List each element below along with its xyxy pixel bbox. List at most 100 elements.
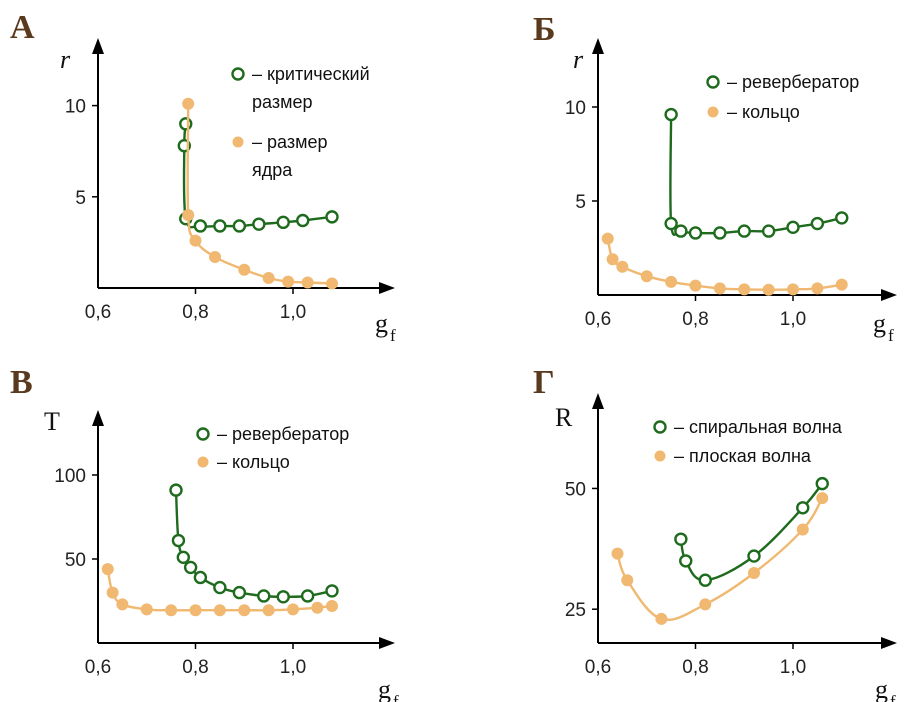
data-point xyxy=(276,590,290,604)
x-axis-label: g xyxy=(875,675,888,702)
data-point xyxy=(116,598,129,611)
data-point xyxy=(238,604,251,617)
data-point xyxy=(689,279,702,292)
legend-label: – плоская волна xyxy=(674,446,812,466)
data-point xyxy=(300,589,315,603)
panel-letter: А xyxy=(10,9,35,46)
data-point xyxy=(325,584,339,598)
data-point xyxy=(616,260,629,273)
chart-c: ВTg f 0,6 0,8 1,0 50 100 – ревербератор – кольцо xyxy=(10,364,399,702)
data-point xyxy=(213,580,227,595)
data-point xyxy=(747,549,761,563)
y-axis-arrow xyxy=(92,38,104,54)
x-tick-label: 0,6 xyxy=(585,309,611,330)
data-point xyxy=(611,547,624,560)
data-point xyxy=(252,217,266,231)
data-point xyxy=(796,501,810,515)
legend-label: – ревербератор xyxy=(727,72,859,92)
data-point xyxy=(737,224,751,238)
panel-letter: В xyxy=(10,364,33,401)
panel-letter: Б xyxy=(533,11,555,48)
data-point xyxy=(179,117,193,131)
data-point xyxy=(257,589,271,603)
data-point xyxy=(171,533,186,548)
data-point xyxy=(282,275,295,288)
y-tick-label: 25 xyxy=(565,600,586,621)
data-point xyxy=(189,604,202,617)
data-point xyxy=(238,263,251,276)
legend-label: – размер xyxy=(252,132,327,152)
data-point xyxy=(213,604,226,617)
data-point xyxy=(665,275,678,288)
data-point xyxy=(713,226,727,240)
x-axis-arrow xyxy=(881,637,897,649)
data-point xyxy=(674,532,688,546)
data-point xyxy=(140,603,153,616)
chart-a: Аr g f 0,6 0,8 1,0 5 10 – критический размер – раз… xyxy=(10,9,396,345)
legend-marker xyxy=(231,67,245,81)
legend-marker xyxy=(197,456,209,468)
y-axis-label: T xyxy=(44,407,60,436)
x-tick-label: 0,6 xyxy=(85,302,111,323)
x-axis-label: g xyxy=(378,675,391,702)
data-point xyxy=(699,598,712,611)
y-tick-label: 100 xyxy=(54,466,86,487)
data-point xyxy=(815,476,829,491)
legend-label: – спиральная волна xyxy=(674,417,843,437)
legend-label: – критический xyxy=(252,64,370,84)
y-axis-label: r xyxy=(60,45,71,74)
legend-marker xyxy=(653,420,667,434)
x-tick-label: 0,6 xyxy=(585,657,611,678)
y-tick-label: 10 xyxy=(65,97,86,118)
legend-label: – ревербератор xyxy=(217,424,349,444)
y-axis-label: r xyxy=(573,45,584,74)
data-point xyxy=(796,523,809,536)
y-tick-label: 10 xyxy=(565,98,586,119)
y-tick-label: 50 xyxy=(565,479,586,500)
data-point xyxy=(189,234,202,247)
chart-d: ГRg f 0,6 0,8 1,0 25 50 – спиральная волна – пло… xyxy=(533,364,897,702)
x-axis-label-subscript: f xyxy=(393,692,399,702)
y-tick-label: 5 xyxy=(575,192,586,213)
data-point xyxy=(621,574,634,587)
data-point xyxy=(688,226,703,240)
data-point xyxy=(713,282,726,295)
data-point xyxy=(287,603,299,616)
data-point xyxy=(301,276,314,289)
y-axis-arrow xyxy=(92,410,104,426)
data-point xyxy=(787,283,799,296)
x-axis-label: g xyxy=(375,309,388,338)
y-tick-label: 50 xyxy=(65,550,86,571)
data-point xyxy=(193,219,208,233)
data-point xyxy=(679,554,693,568)
data-point xyxy=(664,107,678,122)
panel-letter: Г xyxy=(533,364,555,401)
data-point xyxy=(232,585,247,600)
data-point xyxy=(176,550,191,565)
data-point xyxy=(748,566,760,579)
data-point xyxy=(761,224,776,238)
y-axis-arrow xyxy=(592,38,604,54)
y-axis-label: R xyxy=(555,403,573,432)
data-point xyxy=(262,271,275,284)
chart-b: Бr g f 0,6 0,8 1,0 5 10 – ревербератор – кольцо xyxy=(533,11,897,345)
legend-label: – кольцо xyxy=(217,452,290,472)
x-tick-label: 0,8 xyxy=(682,657,708,678)
x-tick-label: 1,0 xyxy=(280,657,306,678)
legend-label: ядра xyxy=(252,160,293,180)
data-point xyxy=(655,612,668,625)
series-line-1 xyxy=(606,238,842,291)
x-tick-label: 0,8 xyxy=(182,657,208,678)
data-point xyxy=(262,604,275,617)
data-point xyxy=(816,492,829,505)
data-point xyxy=(311,601,324,614)
x-axis-label-subscript: f xyxy=(890,692,896,702)
data-point xyxy=(213,219,227,233)
x-tick-label: 1,0 xyxy=(780,657,806,678)
data-point xyxy=(698,573,712,587)
data-point xyxy=(738,283,751,296)
data-point xyxy=(601,232,614,245)
